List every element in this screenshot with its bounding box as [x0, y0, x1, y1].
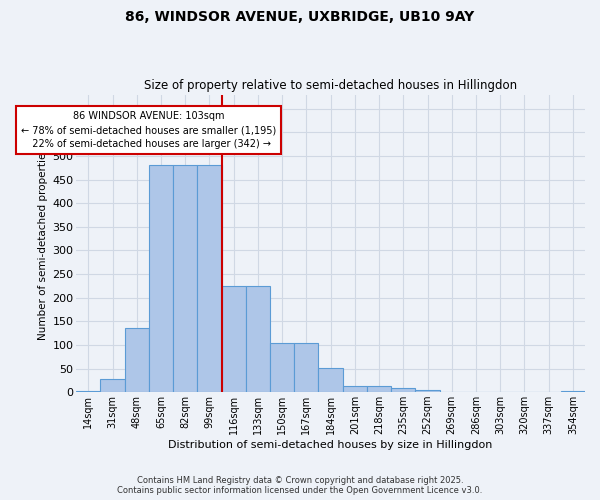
Bar — [415, 390, 440, 392]
Bar — [76, 391, 100, 392]
Bar — [319, 368, 343, 392]
Bar — [294, 342, 319, 392]
Bar — [100, 380, 125, 392]
Bar — [270, 342, 294, 392]
X-axis label: Distribution of semi-detached houses by size in Hillingdon: Distribution of semi-detached houses by … — [169, 440, 493, 450]
Title: Size of property relative to semi-detached houses in Hillingdon: Size of property relative to semi-detach… — [144, 79, 517, 92]
Text: 86 WINDSOR AVENUE: 103sqm
← 78% of semi-detached houses are smaller (1,195)
  22: 86 WINDSOR AVENUE: 103sqm ← 78% of semi-… — [21, 111, 277, 149]
Bar — [149, 166, 173, 392]
Bar — [391, 388, 415, 392]
Y-axis label: Number of semi-detached properties: Number of semi-detached properties — [38, 147, 48, 340]
Bar — [197, 166, 221, 392]
Bar — [343, 386, 367, 392]
Bar — [221, 286, 246, 392]
Bar — [367, 386, 391, 392]
Bar — [173, 166, 197, 392]
Bar — [561, 391, 585, 392]
Bar — [246, 286, 270, 392]
Text: 86, WINDSOR AVENUE, UXBRIDGE, UB10 9AY: 86, WINDSOR AVENUE, UXBRIDGE, UB10 9AY — [125, 10, 475, 24]
Bar — [125, 328, 149, 392]
Text: Contains HM Land Registry data © Crown copyright and database right 2025.
Contai: Contains HM Land Registry data © Crown c… — [118, 476, 482, 495]
